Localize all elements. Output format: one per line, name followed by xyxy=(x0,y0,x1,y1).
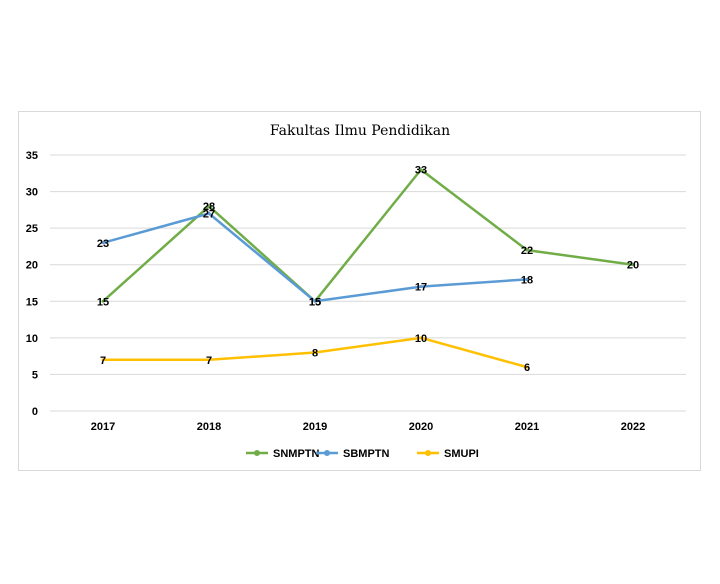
legend-label-snmptn: SNMPTN xyxy=(273,448,320,460)
data-label-smupi: 10 xyxy=(415,333,427,345)
x-tick-label: 2018 xyxy=(197,421,221,433)
data-label-snmptn: 15 xyxy=(309,296,321,308)
legend-label-smupi: SMUPI xyxy=(444,448,479,460)
x-tick-label: 2020 xyxy=(409,421,433,433)
data-point-snmptn xyxy=(631,263,635,267)
series-lines xyxy=(101,168,635,369)
data-label-smupi: 8 xyxy=(312,347,318,359)
x-tick-label: 2017 xyxy=(91,421,115,433)
data-label-smupi: 7 xyxy=(100,355,106,367)
data-label-snmptn: 22 xyxy=(521,245,533,257)
data-label-snmptn: 20 xyxy=(627,260,639,272)
legend-marker-sbmptn xyxy=(324,450,330,456)
legend-item-sbmptn: SBMPTN xyxy=(316,448,390,460)
data-label-sbmptn: 15 xyxy=(309,296,321,308)
data-point-sbmptn xyxy=(101,241,105,245)
y-tick-label: 20 xyxy=(26,260,38,272)
data-point-snmptn xyxy=(207,204,211,208)
y-tick-label: 5 xyxy=(32,369,38,381)
x-tick-label: 2022 xyxy=(621,421,645,433)
data-label-snmptn: 33 xyxy=(415,165,427,177)
data-point-smupi xyxy=(101,358,105,362)
data-point-sbmptn xyxy=(525,277,529,281)
legend-label-sbmptn: SBMPTN xyxy=(343,448,390,460)
data-point-smupi xyxy=(525,365,529,369)
legend-marker-smupi xyxy=(425,450,431,456)
data-point-sbmptn xyxy=(313,299,317,303)
series-line-sbmptn xyxy=(101,212,529,303)
data-label-sbmptn: 18 xyxy=(521,274,533,286)
x-axis: 2017 2018 2019 2020 2021 2022 xyxy=(91,421,645,433)
data-label-sbmptn: 23 xyxy=(97,238,109,250)
gridlines xyxy=(50,154,686,412)
data-point-sbmptn xyxy=(419,285,423,289)
legend: SNMPTN SBMPTN SMUPI xyxy=(246,448,479,460)
data-label-smupi: 7 xyxy=(206,355,212,367)
y-tick-label: 10 xyxy=(26,333,38,345)
data-point-smupi xyxy=(419,336,423,340)
data-point-smupi xyxy=(313,350,317,354)
chart-title: Fakultas Ilmu Pendidikan xyxy=(270,123,450,139)
y-tick-label: 0 xyxy=(32,406,38,418)
y-axis: 0 5 10 15 20 25 30 35 xyxy=(26,150,38,418)
data-point-snmptn xyxy=(525,248,529,252)
data-point-snmptn xyxy=(419,168,423,172)
y-tick-label: 25 xyxy=(26,223,38,235)
y-tick-label: 35 xyxy=(26,150,38,162)
series-line-snmptn xyxy=(101,168,635,303)
x-tick-label: 2019 xyxy=(303,421,327,433)
data-label-snmptn: 15 xyxy=(97,296,109,308)
legend-item-smupi: SMUPI xyxy=(417,448,479,460)
legend-marker-snmptn xyxy=(254,450,260,456)
data-point-snmptn xyxy=(101,299,105,303)
x-tick-label: 2021 xyxy=(515,421,539,433)
data-point-sbmptn xyxy=(207,212,211,216)
y-tick-label: 30 xyxy=(26,187,38,199)
data-label-sbmptn: 17 xyxy=(415,282,427,294)
data-label-snmptn: 28 xyxy=(203,201,215,213)
data-label-smupi: 6 xyxy=(524,362,530,374)
data-label-sbmptn: 27 xyxy=(203,209,215,221)
data-point-smupi xyxy=(207,358,211,362)
y-tick-label: 15 xyxy=(26,296,38,308)
legend-item-snmptn: SNMPTN xyxy=(246,448,320,460)
